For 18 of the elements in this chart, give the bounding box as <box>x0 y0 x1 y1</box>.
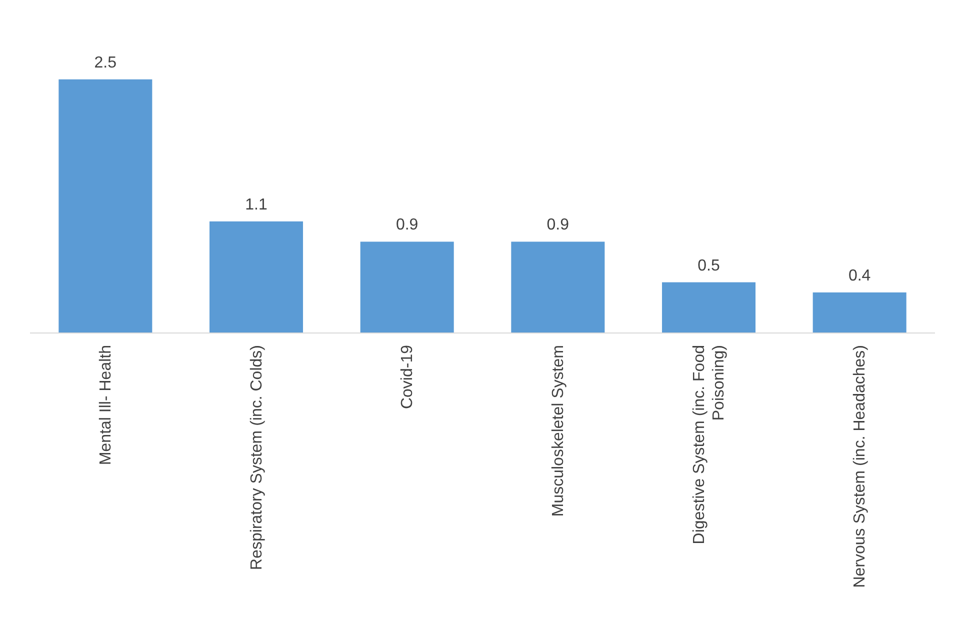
data-label: 2.5 <box>94 54 117 72</box>
bar <box>209 221 304 333</box>
x-tick-label: Mental Ill- Health <box>96 345 114 466</box>
x-tick-label: Respiratory System (inc. Colds) <box>248 345 265 570</box>
data-label: 0.9 <box>396 216 418 234</box>
data-label: 1.1 <box>245 196 268 214</box>
data-label: 0.4 <box>848 267 871 284</box>
bar <box>511 242 605 333</box>
x-tick-label: Digestive System (inc. Food Poisoning) <box>690 345 727 544</box>
bar <box>360 242 454 333</box>
x-tick-label: Nervous System (inc. Headaches) <box>851 345 868 588</box>
data-label: 0.9 <box>546 216 570 234</box>
x-tick-label: Covid-19 <box>398 344 416 410</box>
x-tick-label: Musculoskeletel System <box>549 345 566 517</box>
bar <box>662 282 756 333</box>
data-label: 0.5 <box>698 257 720 274</box>
bar <box>812 292 906 333</box>
bar <box>58 79 152 333</box>
